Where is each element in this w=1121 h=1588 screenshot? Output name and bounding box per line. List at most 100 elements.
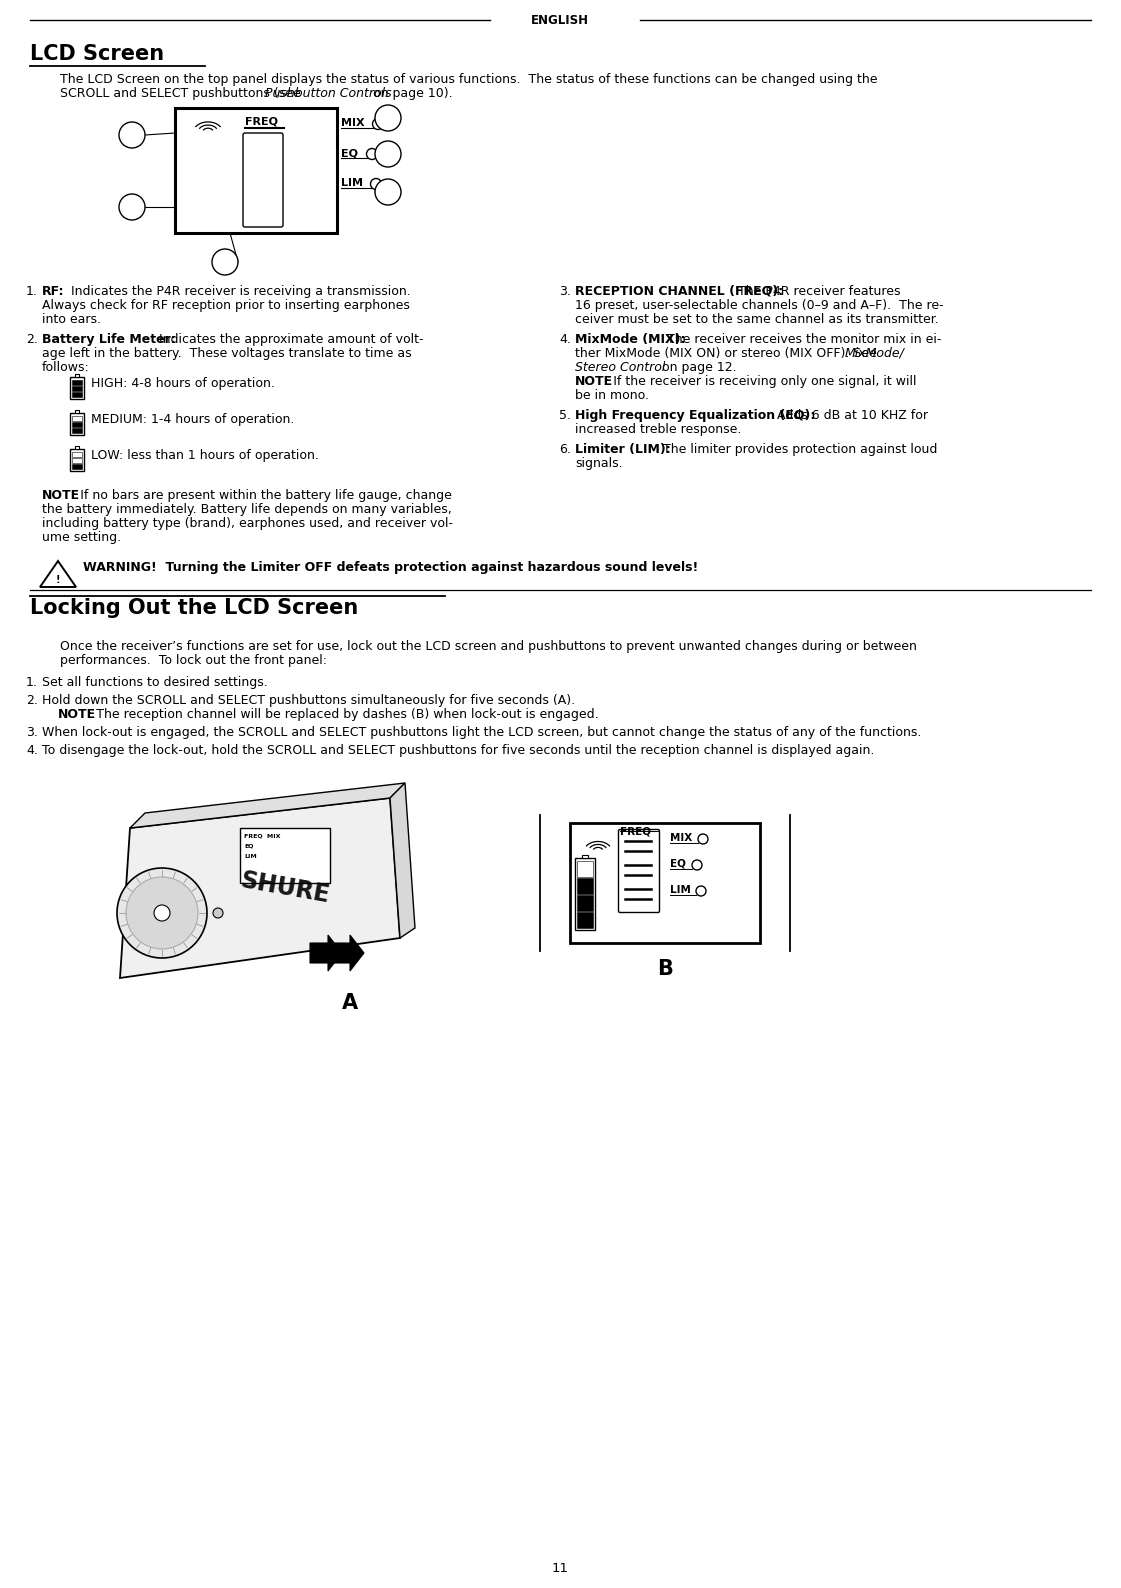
- Text: age left in the battery.  These voltages translate to time as: age left in the battery. These voltages …: [41, 348, 411, 360]
- Circle shape: [119, 122, 145, 148]
- Text: 3.: 3.: [26, 726, 38, 738]
- Text: on page 12.: on page 12.: [658, 360, 736, 375]
- Polygon shape: [130, 783, 405, 827]
- Bar: [72, 421, 82, 427]
- Text: NOTE: NOTE: [41, 489, 80, 502]
- Text: Locking Out the LCD Screen: Locking Out the LCD Screen: [30, 599, 359, 618]
- Text: 5.: 5.: [559, 410, 571, 422]
- Bar: [189, 151, 209, 167]
- Circle shape: [696, 886, 706, 896]
- Text: Set all functions to desired settings.: Set all functions to desired settings.: [41, 676, 268, 689]
- Bar: [72, 380, 82, 384]
- Bar: [175, 108, 337, 233]
- Text: MIX: MIX: [341, 118, 364, 129]
- Text: Battery Life Meter:: Battery Life Meter:: [41, 333, 176, 346]
- Text: When lock-out is engaged, the SCROLL and SELECT pushbuttons light the LCD screen: When lock-out is engaged, the SCROLL and…: [41, 726, 921, 738]
- Text: LIM: LIM: [244, 854, 257, 859]
- Bar: [72, 464, 82, 468]
- Bar: [189, 167, 209, 184]
- Text: 1: 1: [128, 129, 136, 141]
- Text: 2.: 2.: [26, 694, 38, 707]
- Text: 6: 6: [385, 186, 392, 198]
- Text: : The reception channel will be replaced by dashes (B) when lock-out is engaged.: : The reception channel will be replaced…: [89, 708, 599, 721]
- Text: NOTE: NOTE: [575, 375, 613, 387]
- Text: LIM: LIM: [341, 178, 363, 187]
- Bar: [577, 878, 593, 894]
- Text: RECEPTION CHANNEL (FREQ):: RECEPTION CHANNEL (FREQ):: [575, 284, 784, 299]
- Text: the battery immediately. Battery life depends on many variables,: the battery immediately. Battery life de…: [41, 503, 452, 516]
- Text: 2.: 2.: [26, 333, 38, 346]
- Text: 4: 4: [385, 111, 392, 124]
- Text: on page 10).: on page 10).: [369, 87, 453, 100]
- Text: The LCD Screen on the top panel displays the status of various functions.  The s: The LCD Screen on the top panel displays…: [61, 73, 878, 86]
- Text: MixMode/: MixMode/: [845, 348, 905, 360]
- Text: FREQ: FREQ: [620, 826, 651, 835]
- Bar: [577, 894, 593, 910]
- Text: 1.: 1.: [26, 284, 38, 299]
- Bar: [70, 449, 84, 472]
- Text: 3: 3: [221, 256, 229, 268]
- Circle shape: [698, 834, 708, 843]
- FancyBboxPatch shape: [619, 829, 659, 913]
- Circle shape: [371, 178, 381, 189]
- Circle shape: [126, 877, 198, 950]
- Bar: [75, 446, 78, 449]
- Text: The limiter provides protection against loud: The limiter provides protection against …: [659, 443, 937, 456]
- Polygon shape: [120, 799, 400, 978]
- Text: 3.: 3.: [559, 284, 571, 299]
- Bar: [577, 861, 593, 877]
- Bar: [75, 410, 78, 413]
- Bar: [240, 827, 330, 883]
- Text: Indicates the P4R receiver is receiving a transmission.: Indicates the P4R receiver is receiving …: [67, 284, 410, 299]
- Circle shape: [376, 105, 401, 130]
- Text: : If no bars are present within the battery life gauge, change: : If no bars are present within the batt…: [72, 489, 452, 502]
- Text: EQ: EQ: [244, 843, 253, 850]
- Circle shape: [376, 179, 401, 205]
- Bar: [582, 854, 589, 858]
- Bar: [72, 451, 82, 456]
- Circle shape: [212, 249, 238, 275]
- Text: Adds 6 dB at 10 KHZ for: Adds 6 dB at 10 KHZ for: [773, 410, 928, 422]
- Text: MIX: MIX: [670, 834, 693, 843]
- Text: EQ: EQ: [341, 148, 358, 157]
- Bar: [189, 202, 209, 218]
- Text: A: A: [342, 992, 358, 1013]
- Text: FREQ  MIX: FREQ MIX: [244, 834, 280, 838]
- Circle shape: [213, 908, 223, 918]
- Text: NOTE: NOTE: [58, 708, 96, 721]
- Text: be in mono.: be in mono.: [575, 389, 649, 402]
- Bar: [72, 386, 82, 391]
- Circle shape: [372, 119, 383, 130]
- Text: Indicates the approximate amount of volt-: Indicates the approximate amount of volt…: [155, 333, 424, 346]
- Text: 11: 11: [552, 1563, 568, 1575]
- Text: ceiver must be set to the same channel as its transmitter.: ceiver must be set to the same channel a…: [575, 313, 938, 326]
- Polygon shape: [40, 561, 76, 588]
- Text: SHURE: SHURE: [239, 869, 332, 908]
- Text: Once the receiver’s functions are set for use, lock out the LCD screen and pushb: Once the receiver’s functions are set fo…: [61, 640, 917, 653]
- Bar: [72, 427, 82, 432]
- Text: MixMode (MIX):: MixMode (MIX):: [575, 333, 686, 346]
- Bar: [72, 392, 82, 397]
- Bar: [72, 416, 82, 421]
- Circle shape: [367, 149, 378, 159]
- Bar: [577, 912, 593, 927]
- Polygon shape: [390, 783, 415, 939]
- Bar: [195, 145, 202, 148]
- Text: 6.: 6.: [559, 443, 571, 456]
- Text: Hold down the SCROLL and SELECT pushbuttons simultaneously for five seconds (A).: Hold down the SCROLL and SELECT pushbutt…: [41, 694, 575, 707]
- Text: follows:: follows:: [41, 360, 90, 375]
- Bar: [70, 413, 84, 435]
- Text: Stereo Control: Stereo Control: [575, 360, 666, 375]
- Text: The receiver receives the monitor mix in ei-: The receiver receives the monitor mix in…: [663, 333, 942, 346]
- Circle shape: [376, 141, 401, 167]
- Text: including battery type (brand), earphones used, and receiver vol-: including battery type (brand), earphone…: [41, 518, 453, 530]
- Text: B: B: [657, 959, 673, 978]
- Text: LOW: less than 1 hours of operation.: LOW: less than 1 hours of operation.: [91, 449, 318, 462]
- Bar: [72, 457, 82, 462]
- Text: FREQ: FREQ: [245, 116, 278, 125]
- Text: The P4R receiver features: The P4R receiver features: [730, 284, 900, 299]
- Text: !: !: [56, 575, 61, 584]
- Bar: [70, 376, 84, 399]
- Text: into ears.: into ears.: [41, 313, 101, 326]
- Bar: [188, 148, 210, 221]
